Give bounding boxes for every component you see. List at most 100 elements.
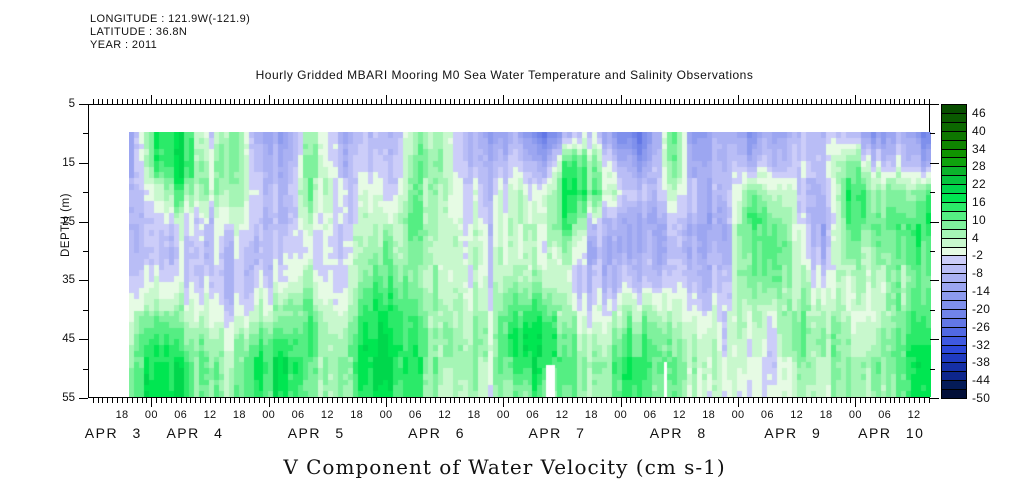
x-minor-tick <box>562 398 563 403</box>
x-minor-tick-top <box>219 99 221 104</box>
x-minor-tick <box>791 398 793 403</box>
x-minor-tick <box>195 398 197 403</box>
y-major-tick-right <box>930 221 939 223</box>
x-minor-tick-top <box>557 99 559 104</box>
colorbar-label: -8 <box>972 266 984 281</box>
x-minor-tick-top <box>513 99 515 104</box>
x-minor-tick-top <box>689 99 691 104</box>
x-minor-tick-top <box>772 99 774 104</box>
x-minor-tick-top <box>390 99 392 104</box>
x-minor-tick-top <box>791 99 793 104</box>
x-minor-tick-top <box>826 99 827 104</box>
x-minor-tick-top <box>679 99 681 104</box>
x-minor-tick-top <box>258 99 260 104</box>
x-minor-tick <box>312 398 314 403</box>
x-minor-tick-top <box>904 99 906 104</box>
x-minor-tick-top <box>351 99 353 104</box>
date-label: APR 10 <box>858 425 925 441</box>
x-minor-tick-top <box>166 99 168 104</box>
x-minor-tick-top <box>302 99 304 104</box>
x-minor-tick <box>381 398 383 403</box>
x-minor-tick <box>337 398 339 403</box>
x-minor-tick-top <box>669 99 671 104</box>
x-minor-tick-top <box>527 99 529 104</box>
x-minor-tick-top <box>122 99 124 104</box>
x-minor-tick-top <box>454 99 456 104</box>
colorbar-label: 28 <box>972 159 986 174</box>
x-minor-tick-top <box>229 99 231 104</box>
x-minor-tick <box>850 398 852 403</box>
x-minor-tick <box>601 398 603 403</box>
x-minor-tick <box>210 398 211 403</box>
x-minor-tick-top <box>581 99 583 104</box>
x-minor-tick-top <box>591 99 593 104</box>
x-minor-tick <box>234 398 236 403</box>
x-minor-tick-top <box>723 99 725 104</box>
x-minor-tick <box>175 398 177 403</box>
x-minor-tick-top <box>694 99 695 104</box>
x-minor-tick <box>508 398 510 403</box>
x-minor-tick-top <box>508 99 510 104</box>
x-minor-tick <box>327 398 329 403</box>
x-minor-tick-top <box>312 99 314 104</box>
date-label: APR 8 <box>649 425 707 441</box>
x-minor-tick <box>244 398 246 403</box>
x-minor-tick-top <box>273 99 275 104</box>
x-minor-tick <box>488 398 490 403</box>
y-major-tick <box>79 339 88 341</box>
x-minor-tick-top <box>117 99 119 104</box>
x-axis-hour-label: 00 <box>848 409 862 421</box>
colorbar-label: 40 <box>972 123 986 138</box>
x-minor-tick-top <box>845 99 847 104</box>
y-major-tick-right <box>930 280 939 282</box>
x-minor-tick <box>826 398 827 403</box>
x-major-tick-top <box>855 95 857 104</box>
x-minor-tick-top <box>180 99 182 104</box>
x-minor-tick-top <box>865 99 867 104</box>
x-minor-tick <box>645 398 647 403</box>
x-minor-tick-top <box>288 99 290 104</box>
x-minor-tick <box>302 398 304 403</box>
date-label: APR 7 <box>528 425 586 441</box>
x-minor-tick <box>493 398 495 403</box>
x-minor-tick <box>356 398 358 403</box>
x-axis-hour-label: 18 <box>702 409 716 421</box>
y-minor-tick-right <box>930 192 935 194</box>
x-minor-tick <box>606 398 607 403</box>
x-major-tick-top <box>738 95 739 104</box>
x-minor-tick-top <box>909 99 911 104</box>
x-minor-tick <box>537 398 539 403</box>
x-minor-tick <box>131 398 133 403</box>
x-minor-tick-top <box>659 99 661 104</box>
x-minor-tick <box>806 398 808 403</box>
x-minor-tick <box>782 398 783 403</box>
x-minor-tick <box>464 398 466 403</box>
x-minor-tick <box>298 398 299 403</box>
x-minor-tick <box>371 398 373 403</box>
x-minor-tick-top <box>786 99 788 104</box>
x-minor-tick-top <box>200 99 202 104</box>
x-minor-tick-top <box>552 99 554 104</box>
x-minor-tick <box>860 398 862 403</box>
x-axis-hour-label: 12 <box>790 409 804 421</box>
x-minor-tick-top <box>884 99 886 104</box>
x-minor-tick-top <box>224 99 226 104</box>
x-minor-tick-top <box>698 99 700 104</box>
y-axis-tick-label: 35 <box>62 274 75 287</box>
x-minor-tick <box>669 398 671 403</box>
x-minor-tick <box>640 398 642 403</box>
x-minor-tick <box>410 398 412 403</box>
x-minor-tick-top <box>918 99 920 104</box>
x-minor-tick <box>723 398 725 403</box>
x-minor-tick-top <box>801 99 803 104</box>
x-minor-tick <box>166 398 168 403</box>
x-minor-tick <box>703 398 705 403</box>
x-minor-tick <box>449 398 451 403</box>
x-minor-tick-top <box>146 99 148 104</box>
x-minor-tick-top <box>601 99 603 104</box>
x-minor-tick <box>254 398 255 403</box>
x-minor-tick <box>694 398 695 403</box>
x-minor-tick <box>542 398 544 403</box>
x-minor-tick-top <box>249 99 251 104</box>
x-minor-tick-top <box>610 99 612 104</box>
